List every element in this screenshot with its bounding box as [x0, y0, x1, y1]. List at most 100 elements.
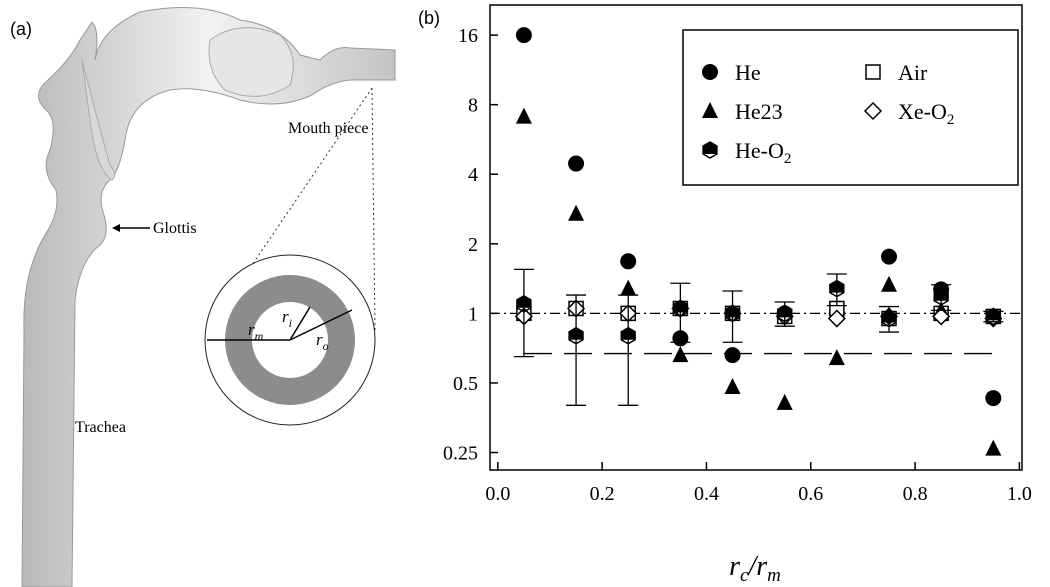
marker-fill: [621, 327, 636, 340]
marker: [620, 279, 637, 296]
marker: [776, 393, 793, 410]
legend-label: Xe-O2: [898, 99, 954, 128]
marker-fill: [569, 327, 583, 340]
symbol-sub: m: [255, 329, 264, 343]
symbol-sub: i: [289, 316, 292, 330]
marker-fill: [986, 308, 1001, 321]
airway-bulb: [208, 27, 294, 97]
label-part: m: [767, 565, 781, 586]
marker: [828, 349, 845, 366]
marker-fill: [516, 295, 531, 308]
label-part: r: [756, 551, 767, 582]
arrowhead: [112, 224, 120, 232]
marker-outline: [702, 141, 718, 159]
error-bar: [566, 294, 587, 406]
marker: [777, 304, 793, 323]
marker: [515, 107, 532, 124]
marker: [672, 346, 689, 363]
y-tick-label: 2: [468, 234, 478, 256]
marker-outline: [881, 309, 897, 328]
panel-label: (b): [418, 8, 440, 28]
marker: [702, 64, 718, 80]
marker-outline: [620, 326, 636, 345]
marker: [932, 307, 951, 326]
symbol-base: r: [248, 320, 255, 339]
legend-label: He-O2: [735, 138, 791, 167]
x-tick-label: 0.8: [903, 483, 928, 505]
marker: [568, 155, 585, 172]
marker-fill: [673, 300, 688, 313]
marker: [516, 294, 532, 313]
marker: [881, 275, 897, 292]
marker-fill: [882, 310, 896, 323]
error-bar: [618, 294, 639, 406]
marker-outline: [568, 326, 584, 345]
symbol-base: r: [316, 330, 323, 349]
symbol-sub: o: [323, 339, 329, 353]
marker: [985, 307, 1001, 326]
annotation: Glottis: [153, 220, 197, 237]
marker: [985, 390, 1002, 407]
marker: [881, 248, 897, 265]
x-axis-label: rc/rm: [729, 551, 781, 586]
x-tick-label: 0.6: [798, 483, 823, 505]
marker: [724, 347, 741, 364]
legend-box: [682, 29, 1019, 186]
marker: [702, 141, 718, 159]
marker: [881, 309, 897, 328]
legend-subscript: 2: [784, 151, 792, 167]
marker: [985, 439, 1002, 456]
marker: [865, 64, 881, 80]
zoom-line: [371, 87, 376, 331]
panel-label: (a): [10, 19, 32, 39]
symbol: ri: [282, 307, 292, 330]
marker: [620, 253, 637, 270]
marker: [724, 304, 741, 323]
marker-outline: [829, 279, 845, 298]
zoom-line: [207, 87, 373, 331]
marker: [568, 326, 584, 345]
error-bar: [513, 268, 534, 358]
symbol: ro: [316, 330, 329, 353]
annotation: Mouth piece: [288, 120, 368, 137]
legend-subscript: 2: [947, 112, 955, 128]
radius-arrow: [289, 306, 311, 341]
label-part: r: [729, 551, 740, 582]
marker-outline: [516, 294, 532, 313]
label-part: c: [740, 565, 749, 586]
marker-outline: [777, 304, 793, 323]
marker: [702, 102, 718, 118]
x-tick-label: 0.4: [694, 483, 719, 505]
symbol-base: r: [282, 307, 289, 326]
marker: [620, 326, 636, 345]
marker-fill: [934, 288, 949, 301]
radius-arrow: [289, 309, 353, 341]
marker-fill: [829, 280, 844, 293]
marker: [515, 27, 532, 44]
marker: [672, 299, 689, 318]
marker: [827, 309, 846, 328]
marker-outline: [933, 287, 949, 306]
y-tick-label: 16: [458, 25, 478, 47]
legend-label: Air: [898, 60, 928, 85]
marker-fill: [725, 305, 740, 318]
plot-frame: [489, 4, 1023, 471]
marker: [568, 204, 585, 221]
y-tick-label: 1: [468, 303, 478, 325]
y-tick-label: 0.5: [453, 373, 478, 395]
y-tick-label: 0.25: [443, 443, 478, 465]
symbol: rm: [248, 320, 264, 343]
legend-label: He: [735, 60, 761, 85]
marker: [829, 279, 845, 298]
marker: [933, 287, 949, 306]
marker-outline: [724, 304, 741, 323]
y-tick-label: 8: [468, 95, 478, 117]
marker: [863, 101, 883, 121]
annotation: Trachea: [75, 419, 126, 436]
panel-a: (a) Mouth piece Glottis Trachea rm ri ro: [10, 7, 396, 587]
marker-fill: [703, 142, 717, 154]
airway-shade: [81, 59, 116, 181]
error-bar: [670, 282, 691, 343]
marker-outline: [672, 299, 689, 318]
